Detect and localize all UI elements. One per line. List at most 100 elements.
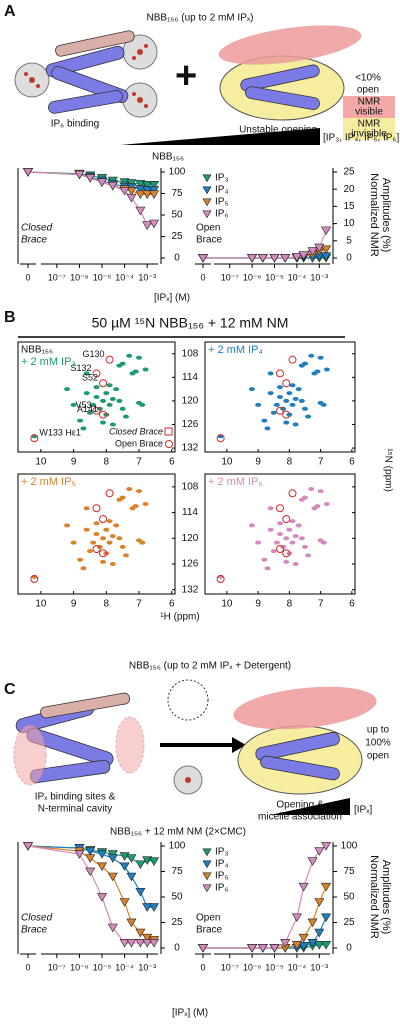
peak (136, 355, 143, 360)
peak (267, 371, 274, 376)
y-tick-label: 50 (171, 892, 183, 903)
marker (135, 938, 146, 948)
series-line (27, 845, 155, 908)
marker (22, 842, 34, 851)
peak (270, 410, 277, 415)
x-tick-label: 10⁻⁴ (288, 962, 307, 972)
caption: IP₆ binding (51, 119, 100, 130)
marker (280, 254, 291, 263)
peak (119, 406, 126, 411)
peak (100, 398, 107, 403)
peak (113, 523, 120, 528)
assignment-marker (92, 504, 101, 513)
spectrum-frame (17, 473, 176, 595)
marker (126, 938, 137, 948)
y-tick-label: 126 (182, 559, 199, 570)
peak (93, 521, 100, 526)
peak (255, 402, 262, 407)
peak (119, 544, 126, 549)
assignment-marker (276, 545, 284, 553)
assignment-marker (105, 355, 114, 364)
x-axis-label: [IPₓ] (M) (154, 293, 190, 304)
peak (261, 418, 268, 423)
peak (314, 504, 321, 509)
panel-title: 50 µM ¹⁵N NBB₁₅₆ + 12 mM NM (92, 315, 289, 331)
y-tick-label: 100 (169, 167, 186, 178)
wedge-label: [IPₓ] (354, 805, 373, 816)
peak (314, 369, 321, 374)
y-tick-label: 108 (182, 481, 199, 492)
assignment-marker (282, 379, 291, 388)
peak (289, 519, 296, 524)
legend-marker (202, 186, 212, 195)
legend-label: IP₆ (215, 883, 228, 894)
assignment-marker (92, 545, 101, 553)
peak (126, 487, 133, 491)
assignment-label: W133 Hε1 (39, 428, 81, 438)
peak (103, 527, 110, 532)
y-tick-label: 132 (182, 443, 199, 454)
peak (248, 523, 255, 528)
note: 100% (365, 738, 391, 749)
note: NMR (358, 119, 381, 130)
marker (148, 190, 160, 200)
marker (96, 850, 108, 859)
peak (119, 361, 126, 366)
x-tick-label: 6 (169, 599, 175, 610)
assignment-marker (282, 515, 291, 523)
y-tick-label: 114 (182, 507, 198, 518)
legend-marker (165, 440, 173, 448)
y-tick-label: 126 (182, 419, 199, 430)
assignment-label: G130 (83, 349, 105, 359)
assignment-marker (99, 379, 108, 388)
legend-label: IP₄ (215, 185, 229, 196)
peak (267, 527, 274, 532)
annotation: Closed (21, 223, 53, 234)
assignment-marker (282, 410, 291, 419)
condition-label: + 2 mM IP₅ (21, 476, 76, 488)
peak (106, 383, 113, 388)
peak (70, 402, 77, 407)
annotation: Brace (21, 925, 48, 936)
y-tick-label: 10 (343, 218, 355, 229)
x-tick-label: 10⁻³ (310, 962, 328, 972)
marker (135, 180, 146, 189)
x-tick-label: 10⁻⁶ (243, 272, 262, 282)
x-tick-label: 7 (136, 457, 142, 468)
peak (90, 402, 97, 407)
marker (291, 941, 302, 950)
peak (142, 502, 149, 506)
y-tick-label: 15 (343, 201, 355, 212)
marker (135, 206, 146, 216)
marker (298, 933, 309, 943)
marker (96, 178, 108, 187)
peak (289, 402, 296, 407)
marker (321, 882, 332, 892)
peak (320, 402, 327, 407)
peak (261, 557, 268, 562)
series-line (27, 845, 155, 944)
peak (109, 562, 116, 566)
marker (135, 928, 146, 938)
caption: Unstable opening (239, 125, 317, 136)
annotation: Brace (196, 235, 223, 246)
legend-marker (202, 872, 212, 881)
peak (80, 566, 87, 571)
x-tick-label: 9 (255, 457, 261, 468)
panel-label: A (4, 3, 16, 20)
marker (314, 243, 325, 253)
legend-marker (202, 210, 212, 219)
marker (321, 245, 332, 255)
marker (321, 842, 332, 851)
marker (280, 938, 291, 948)
x-tick-label: 10⁻³ (138, 272, 156, 282)
legend-label: IP₃ (215, 173, 229, 184)
assignment-marker (288, 489, 297, 498)
peak (113, 387, 120, 392)
peak (116, 536, 123, 541)
marker (85, 174, 96, 183)
series-line (27, 171, 155, 186)
marker (314, 941, 325, 950)
panel-label: B (4, 309, 16, 326)
x-tick-label: 0 (25, 962, 30, 972)
